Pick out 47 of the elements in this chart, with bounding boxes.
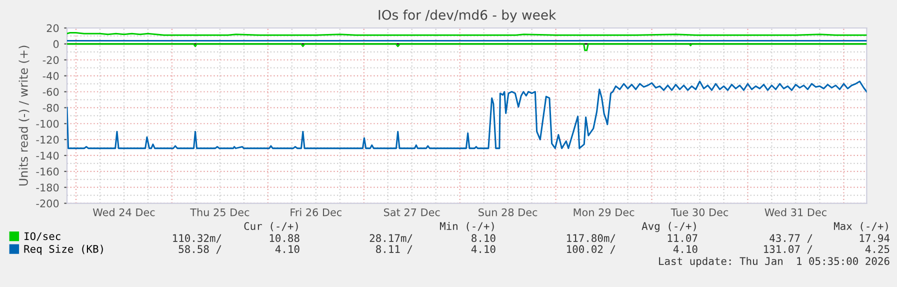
y-tick-label: -160 bbox=[36, 168, 59, 176]
text: 8.11 / bbox=[376, 245, 412, 254]
x-tick-label: Wed 24 Dec bbox=[92, 208, 155, 216]
text: 131.07 / bbox=[764, 245, 812, 254]
x-tick-label: Sat 27 Dec bbox=[384, 208, 440, 216]
y-tick-label: -180 bbox=[36, 184, 59, 192]
text: 43.77 / bbox=[770, 234, 812, 243]
text: 110.32m/ bbox=[173, 234, 222, 243]
y-tick-label: 20 bbox=[46, 24, 59, 32]
legend-label: IO/sec bbox=[24, 232, 60, 241]
y-tick-label: -20 bbox=[42, 56, 59, 64]
chart-title: IOs for /dev/md6 - by week bbox=[378, 10, 556, 22]
text: 117.80m/ bbox=[567, 234, 616, 243]
x-tick-label: Tue 30 Dec bbox=[670, 208, 728, 216]
x-tick-label: Thu 25 Dec bbox=[190, 208, 250, 216]
text: 4.10 bbox=[275, 245, 300, 254]
text: 8.10 bbox=[472, 234, 496, 242]
line-series bbox=[67, 43, 867, 52]
y-tick-label: -40 bbox=[42, 72, 59, 80]
y-tick-label: -60 bbox=[42, 88, 59, 96]
text: Cur (-/+) bbox=[244, 222, 298, 232]
text: 4.25 bbox=[865, 245, 890, 254]
text: 10.88 bbox=[270, 234, 300, 242]
y-axis-title: Units read (-) / write (+) bbox=[18, 46, 30, 186]
text: 58.58 / bbox=[178, 245, 222, 254]
x-tick-label: Mon 29 Dec bbox=[574, 208, 634, 216]
legend-label: Req Size (KB) bbox=[24, 244, 103, 255]
text: 17.94 bbox=[860, 234, 890, 242]
x-tick-label: Wed 31 Dec bbox=[764, 208, 826, 216]
y-tick-label: -200 bbox=[36, 200, 59, 208]
y-tick-label: -80 bbox=[42, 104, 59, 112]
y-tick-label: -140 bbox=[36, 152, 59, 160]
text: 28.17m/ bbox=[370, 234, 412, 243]
y-tick-label: -120 bbox=[36, 136, 59, 144]
text: Max (-/+) bbox=[834, 222, 888, 232]
line-series bbox=[67, 80, 867, 150]
text: 4.10 bbox=[673, 245, 698, 254]
text: Avg (-/+) bbox=[642, 222, 696, 232]
text: 100.02 / bbox=[567, 245, 616, 254]
text: 11.07 bbox=[668, 234, 698, 242]
x-tick-label: Fri 26 Dec bbox=[290, 208, 342, 216]
y-tick-label: 0 bbox=[53, 40, 59, 48]
y-tick-label: -100 bbox=[36, 120, 59, 128]
text: Last update: Thu Jan 1 05:35:00 2026 bbox=[659, 256, 890, 268]
x-tick-label: Sun 28 Dec bbox=[478, 208, 538, 216]
text: Min (-/+) bbox=[440, 222, 494, 232]
text: 4.10 bbox=[471, 245, 496, 254]
